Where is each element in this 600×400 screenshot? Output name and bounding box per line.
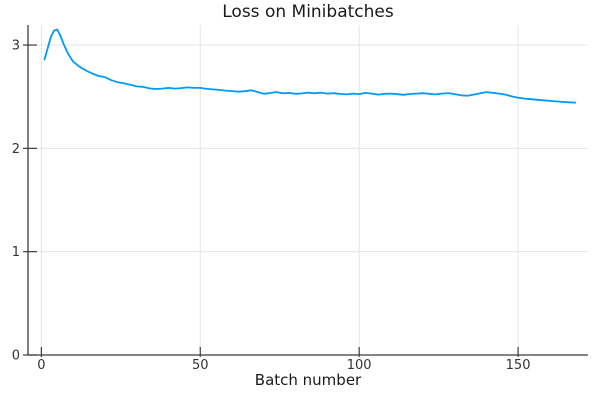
x-tick-label: 0 <box>37 358 45 373</box>
x-axis-label: Batch number <box>254 371 362 389</box>
y-tick-label: 0 <box>12 349 20 364</box>
loss-line <box>43 28 577 104</box>
y-tick-label: 3 <box>12 39 20 54</box>
chart-title: Loss on Minibatches <box>222 2 394 22</box>
y-tick-label: 1 <box>12 245 20 260</box>
x-tick-label: 150 <box>506 358 531 373</box>
x-tick-label: 100 <box>347 358 372 373</box>
x-tick-label: 50 <box>192 358 209 373</box>
y-tick-label: 2 <box>12 142 20 157</box>
